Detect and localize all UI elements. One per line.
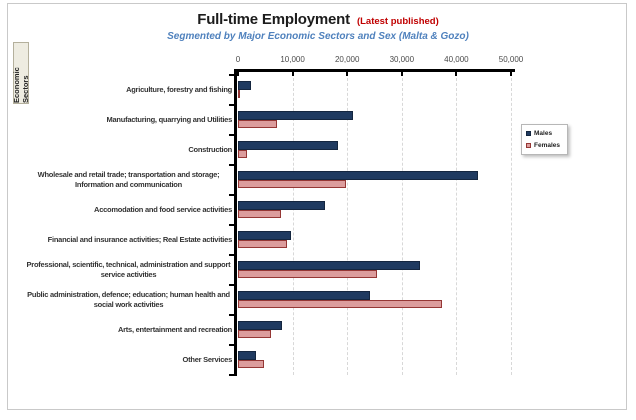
x-tick-label: 40,000 xyxy=(444,55,469,64)
y-tick-mark xyxy=(229,74,235,76)
x-tick-label: 10,000 xyxy=(280,55,305,64)
y-tick-mark xyxy=(229,104,235,106)
category-label-text: Accomodation and food service activities xyxy=(94,205,232,215)
bar-females xyxy=(238,240,288,248)
x-tick-label: 50,000 xyxy=(498,55,524,64)
category-label-text: Construction xyxy=(188,145,232,155)
chart-header: Full-time Employment (Latest published) S… xyxy=(0,11,636,42)
y-tick-mark xyxy=(229,194,235,196)
bar-females xyxy=(238,210,281,218)
x-tick-label: 20,000 xyxy=(334,55,360,64)
chart-row xyxy=(238,195,511,225)
bar-females xyxy=(238,90,240,98)
legend-swatch-females xyxy=(526,143,531,148)
x-tick-mark xyxy=(237,72,239,76)
category-label-text: Professional, scientific, technical, adm… xyxy=(26,260,231,279)
category-label-text: Wholesale and retail trade; transportati… xyxy=(37,170,220,189)
category-label-text: Financial and insurance activities; Real… xyxy=(47,235,233,245)
y-tick-mark xyxy=(229,284,235,286)
y-axis-line xyxy=(234,69,237,376)
legend-label: Females xyxy=(534,142,561,149)
gridline xyxy=(401,73,403,375)
bar-males xyxy=(238,351,257,360)
chart-frame xyxy=(7,3,627,410)
y-tick-mark xyxy=(229,314,235,316)
category-label: Financial and insurance activities; Real… xyxy=(25,225,233,255)
x-tick-label: 30,000 xyxy=(389,55,415,64)
bar-males xyxy=(238,321,283,330)
legend-item: Males xyxy=(526,130,563,137)
legend-label: Males xyxy=(534,130,553,137)
x-axis-line xyxy=(234,69,515,72)
chart-title: Full-time Employment xyxy=(197,11,350,28)
category-label: Accomodation and food service activities xyxy=(25,195,232,225)
bar-females xyxy=(238,300,442,308)
y-tick-mark xyxy=(229,344,235,346)
chart-title-note: (Latest published) xyxy=(356,16,439,27)
chart-subtitle: Segmented by Major Economic Sectors and … xyxy=(167,31,469,42)
bar-males xyxy=(238,291,371,300)
chart-row xyxy=(238,75,511,105)
legend-item: Females xyxy=(526,142,563,149)
bar-males xyxy=(238,201,326,210)
gridline xyxy=(511,73,512,375)
category-label: Wholesale and retail trade; transportati… xyxy=(25,165,232,195)
bar-females xyxy=(238,330,271,338)
bar-females xyxy=(238,360,264,368)
category-label: Construction xyxy=(25,135,232,165)
chart-row xyxy=(238,255,511,285)
legend-swatch-males xyxy=(526,131,531,136)
category-label-text: Manufacturing, quarrying and Utilities xyxy=(106,115,232,125)
category-label: Arts, entertainment and recreation xyxy=(25,315,232,345)
chart-row xyxy=(238,105,511,135)
gridline xyxy=(347,73,349,375)
category-label-text: Other Services xyxy=(182,355,233,365)
bar-females xyxy=(238,150,247,158)
x-tick-label: 0 xyxy=(235,55,241,64)
category-label: Manufacturing, quarrying and Utilities xyxy=(25,105,232,135)
y-tick-mark xyxy=(229,164,235,166)
x-tick-mark xyxy=(510,72,512,76)
legend: Males Females xyxy=(521,124,568,155)
bar-females xyxy=(238,270,378,278)
bar-females xyxy=(238,120,277,128)
chart-row xyxy=(238,315,511,345)
y-tick-mark xyxy=(229,134,235,136)
bar-males xyxy=(238,141,339,150)
bar-males xyxy=(238,261,420,270)
category-label: Public administration, defence; educatio… xyxy=(25,285,232,315)
bar-males xyxy=(238,171,479,180)
bar-females xyxy=(238,180,346,188)
chart-row xyxy=(238,345,511,375)
category-label: Professional, scientific, technical, adm… xyxy=(25,255,232,285)
category-label: Agriculture, forestry and fishing xyxy=(25,75,232,105)
x-tick-mark xyxy=(455,72,458,76)
x-tick-mark xyxy=(346,72,349,76)
x-tick-mark xyxy=(291,72,294,76)
x-tick-mark xyxy=(400,72,403,76)
title-line: Full-time Employment (Latest published) xyxy=(0,11,636,29)
chart-row xyxy=(238,225,511,255)
y-tick-mark xyxy=(229,224,235,226)
y-tick-mark xyxy=(229,254,235,256)
y-tick-mark xyxy=(229,374,235,376)
gridline xyxy=(292,73,294,375)
category-label: Other Services xyxy=(25,345,233,375)
chart-row xyxy=(238,135,511,165)
bar-males xyxy=(238,81,252,90)
gridline xyxy=(456,73,458,375)
category-label-text: Agriculture, forestry and fishing xyxy=(126,85,232,95)
bar-males xyxy=(238,111,353,120)
category-label-text: Arts, entertainment and recreation xyxy=(117,325,232,335)
bar-males xyxy=(238,231,291,240)
category-label-text: Public administration, defence; educatio… xyxy=(27,290,230,309)
chart-row xyxy=(238,285,511,315)
chart-row xyxy=(238,165,511,195)
